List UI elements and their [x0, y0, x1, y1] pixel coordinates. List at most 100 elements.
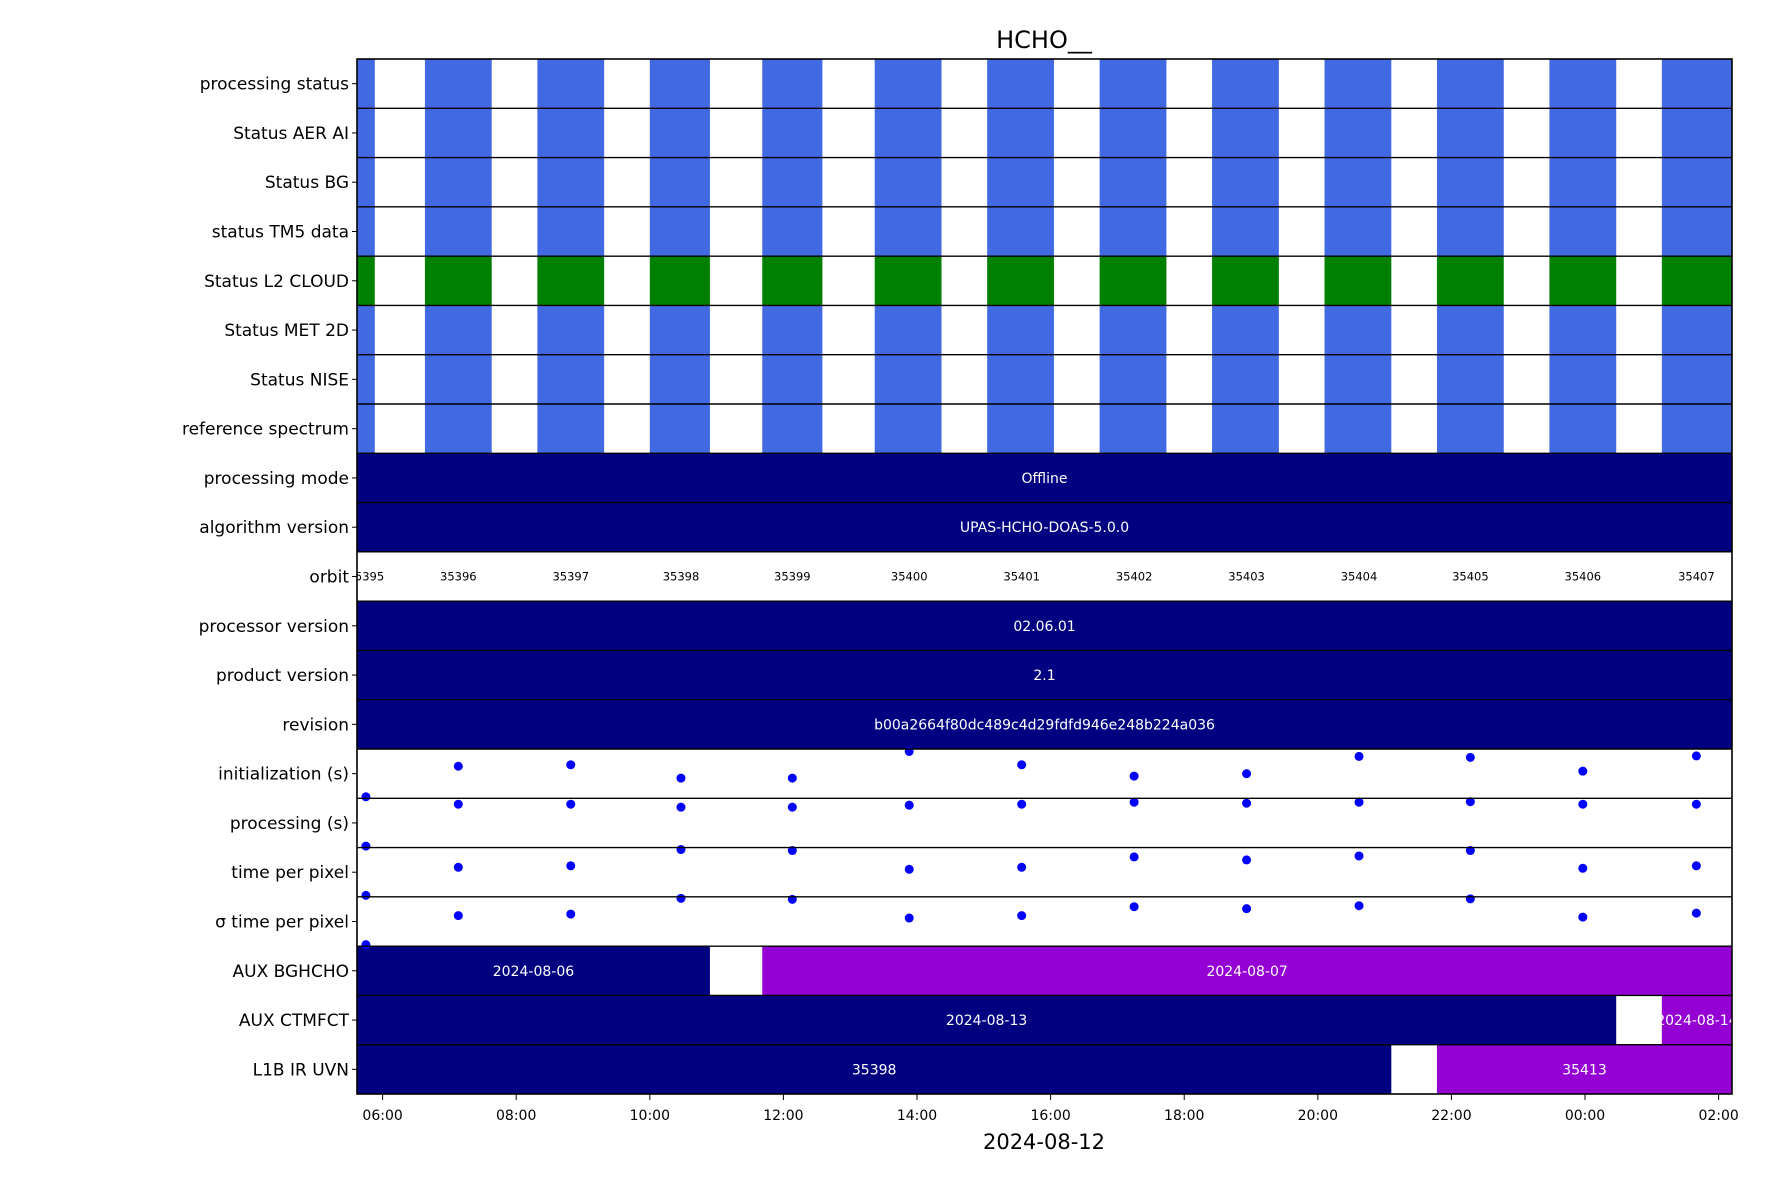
row-label: revision [282, 715, 349, 735]
status-block [1099, 59, 1167, 109]
status-block [424, 59, 492, 109]
status-block [1661, 404, 1732, 454]
orbit-label: 35402 [1116, 570, 1153, 584]
data-point [787, 773, 797, 783]
status-block [874, 108, 942, 158]
status-block [874, 256, 942, 306]
data-point [1017, 760, 1027, 770]
orbit-label: 35396 [440, 570, 477, 584]
data-point [453, 862, 463, 872]
data-point [1017, 799, 1027, 809]
data-point [1691, 861, 1701, 871]
status-block [1324, 108, 1392, 158]
status-block [1661, 157, 1732, 207]
status-block [762, 305, 823, 355]
value-bar-label: 2024-08-14 [1656, 1013, 1737, 1029]
orbit-label: 35406 [1565, 570, 1602, 584]
data-point [904, 864, 914, 874]
status-block [1212, 59, 1279, 109]
status-block [1212, 305, 1279, 355]
value-bar [357, 995, 1617, 1045]
status-block [1099, 108, 1167, 158]
status-block [537, 305, 605, 355]
status-block [1436, 305, 1504, 355]
value-bar [357, 699, 1732, 749]
status-block [1436, 157, 1504, 207]
value-bar [357, 601, 1732, 651]
data-point [1017, 911, 1027, 921]
value-bar-label: 35398 [852, 1062, 897, 1078]
status-block [1324, 256, 1392, 306]
x-tick-label: 22:00 [1431, 1108, 1471, 1124]
data-point [676, 845, 686, 855]
data-point [453, 799, 463, 809]
row-label: initialization (s) [218, 765, 349, 785]
status-block [1549, 157, 1617, 207]
value-bar [357, 946, 710, 996]
value-bar-label: 2024-08-06 [493, 964, 574, 980]
data-point [1242, 855, 1252, 865]
data-point [361, 940, 371, 950]
row-label: AUX BGHCHO [233, 962, 349, 982]
row-label: processing mode [204, 469, 349, 489]
data-point [1465, 894, 1475, 904]
x-tick-label: 14:00 [897, 1108, 937, 1124]
status-block [1436, 354, 1504, 404]
status-block [1099, 305, 1167, 355]
value-bar [357, 502, 1732, 552]
orbit-label: 35399 [774, 570, 811, 584]
row-label: AUX CTMFCT [239, 1011, 350, 1031]
status-block [1549, 354, 1617, 404]
data-point [1129, 852, 1139, 862]
data-point [1354, 851, 1364, 861]
status-block [1099, 157, 1167, 207]
status-block [424, 108, 492, 158]
data-point [361, 841, 371, 851]
data-point [566, 760, 576, 770]
value-bar [762, 946, 1732, 996]
row-label: processing status [200, 75, 349, 95]
status-block [762, 206, 823, 257]
status-block [1549, 256, 1617, 306]
data-point [1354, 751, 1364, 761]
status-block [1661, 206, 1732, 257]
data-point [1578, 766, 1588, 776]
status-block [649, 59, 710, 109]
orbit-label: 35405 [1452, 570, 1489, 584]
value-bar-label: b00a2664f80dc489c4d29fdfd946e248b224a036 [874, 717, 1215, 733]
status-block [1661, 59, 1732, 109]
status-block [649, 108, 710, 158]
data-point [566, 799, 576, 809]
data-point [676, 893, 686, 903]
status-block [1661, 354, 1732, 404]
data-point [1465, 752, 1475, 762]
value-bar [357, 650, 1732, 700]
chart-title: HCHO__ [996, 26, 1093, 54]
status-block [1212, 157, 1279, 207]
status-block [874, 404, 942, 454]
status-block [357, 59, 375, 109]
data-point [1578, 912, 1588, 922]
status-block [357, 256, 375, 306]
value-bar [357, 453, 1732, 503]
orbit-label: 35407 [1678, 570, 1715, 584]
data-point [1578, 863, 1588, 873]
value-bar-label: 02.06.01 [1013, 619, 1075, 635]
status-block [987, 108, 1054, 158]
status-block [1549, 59, 1617, 109]
value-bar [1661, 995, 1732, 1045]
data-point [1691, 908, 1701, 918]
status-block [424, 404, 492, 454]
status-block [357, 206, 375, 257]
value-bar-label: Offline [1022, 471, 1068, 487]
status-block [1436, 108, 1504, 158]
status-block [537, 404, 605, 454]
status-block [1212, 404, 1279, 454]
data-point [361, 792, 371, 802]
data-point [1465, 797, 1475, 807]
row-label: Status BG [265, 173, 349, 193]
data-point [566, 861, 576, 871]
data-point [1578, 799, 1588, 809]
value-bar-label: 2024-08-07 [1206, 964, 1287, 980]
x-tick-label: 08:00 [496, 1108, 536, 1124]
